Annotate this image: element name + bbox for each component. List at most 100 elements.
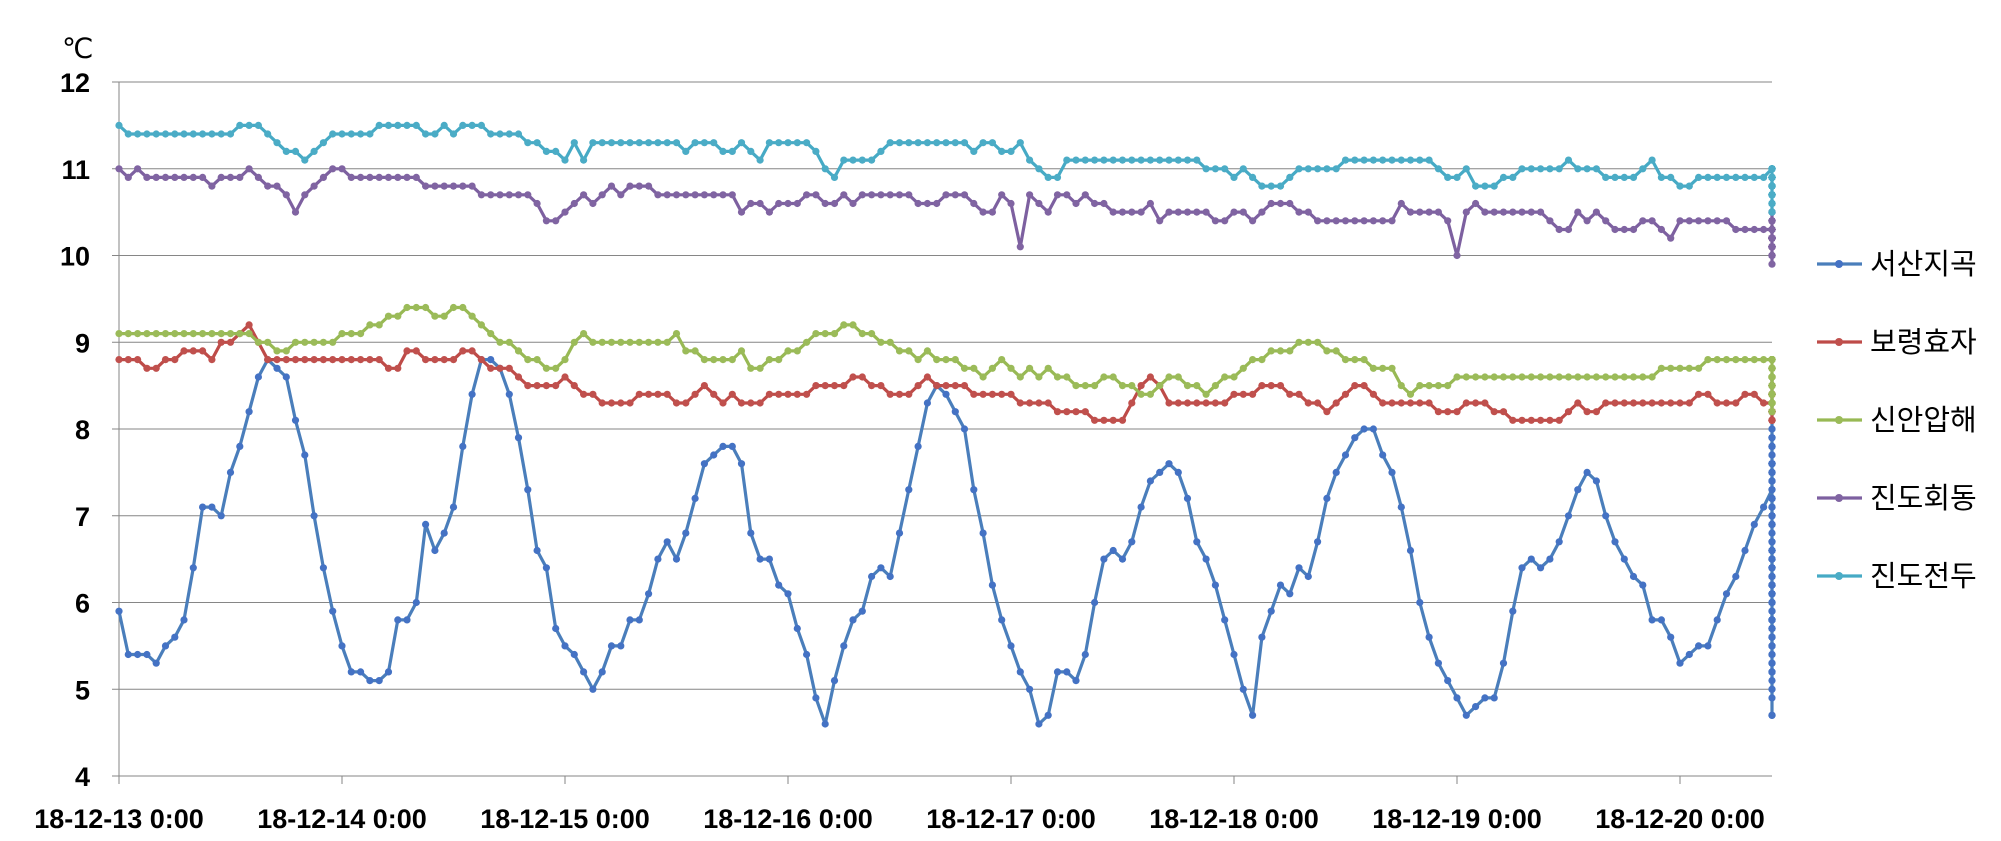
data-point — [1444, 382, 1452, 390]
data-point — [951, 382, 959, 390]
data-point — [1713, 616, 1721, 624]
data-point — [1602, 217, 1610, 225]
data-point — [552, 364, 560, 372]
data-point — [1295, 208, 1303, 216]
data-point — [1453, 694, 1461, 702]
data-point — [1388, 156, 1396, 164]
data-point — [310, 512, 318, 520]
data-point — [1555, 165, 1563, 173]
data-point — [1629, 373, 1638, 381]
data-point — [886, 390, 894, 398]
data-point — [1499, 408, 1508, 416]
data-point — [812, 694, 820, 702]
data-point — [905, 486, 913, 494]
data-point — [1648, 217, 1656, 225]
data-point — [1704, 356, 1712, 364]
data-point — [524, 356, 532, 364]
data-point — [384, 121, 393, 129]
data-point — [970, 199, 978, 208]
data-point — [635, 338, 643, 346]
data-point — [1360, 217, 1368, 225]
data-point — [1546, 555, 1554, 563]
data-point — [226, 468, 235, 476]
data-point — [1304, 399, 1312, 407]
data-point — [1768, 607, 1776, 615]
data-point — [1768, 225, 1776, 234]
data-point — [199, 503, 207, 511]
data-point — [1351, 382, 1359, 390]
data-point — [1221, 217, 1229, 225]
data-point — [487, 130, 495, 138]
data-point — [1239, 685, 1247, 693]
data-point — [998, 390, 1006, 398]
data-point — [933, 199, 941, 208]
data-point — [1574, 165, 1582, 173]
data-point — [1648, 616, 1656, 624]
data-point — [942, 356, 950, 364]
data-point — [607, 642, 616, 650]
data-point — [282, 347, 290, 355]
data-point — [691, 139, 699, 147]
data-point — [1100, 555, 1108, 563]
data-point — [1685, 364, 1693, 372]
data-point — [1444, 173, 1452, 181]
data-point — [1425, 399, 1433, 407]
data-point — [1620, 373, 1628, 381]
data-point — [171, 130, 179, 138]
data-point — [1007, 642, 1015, 650]
data-point — [1202, 165, 1210, 173]
data-point — [431, 182, 439, 190]
data-point — [1768, 564, 1776, 572]
y-tick-label: 12 — [60, 68, 90, 98]
data-point — [1063, 668, 1071, 676]
data-point — [1490, 208, 1498, 216]
data-point — [1072, 199, 1080, 208]
data-point — [1425, 633, 1433, 641]
data-point — [1137, 208, 1145, 216]
data-point — [1639, 217, 1647, 225]
series-line — [117, 167, 1774, 266]
data-point — [422, 356, 430, 364]
data-point — [152, 330, 160, 338]
data-point — [1183, 382, 1192, 390]
y-tick-label: 11 — [61, 155, 90, 185]
data-point — [440, 121, 448, 129]
data-point — [607, 399, 616, 407]
data-point — [840, 156, 848, 164]
data-point — [1462, 711, 1470, 719]
data-point — [1369, 425, 1377, 433]
data-point — [784, 390, 792, 398]
data-point — [1490, 694, 1498, 702]
data-point — [1768, 260, 1776, 268]
legend-marker-icon — [1835, 338, 1843, 346]
data-point — [1722, 217, 1731, 225]
x-tick-label: 18-12-13 0:00 — [34, 804, 204, 834]
data-point — [895, 390, 904, 398]
data-point — [115, 330, 123, 338]
data-point — [449, 356, 458, 364]
data-point — [282, 191, 290, 199]
data-point — [719, 399, 727, 407]
data-point — [542, 564, 551, 572]
data-point — [1434, 208, 1442, 216]
data-point — [1044, 208, 1052, 216]
data-point — [1341, 451, 1350, 459]
data-point — [254, 373, 262, 381]
data-point — [496, 364, 504, 372]
data-point — [412, 121, 420, 129]
data-point — [1016, 243, 1024, 251]
data-point — [403, 303, 411, 312]
data-point — [273, 356, 281, 364]
data-point — [189, 347, 197, 355]
data-point — [384, 668, 393, 676]
data-point — [1295, 165, 1303, 173]
data-point — [905, 347, 913, 355]
data-point — [933, 139, 941, 147]
data-point — [1341, 356, 1350, 364]
data-point — [1639, 581, 1647, 589]
data-point — [821, 165, 829, 173]
data-point — [1397, 503, 1405, 511]
data-point — [654, 139, 662, 147]
data-point — [375, 173, 383, 181]
data-point — [1555, 538, 1563, 546]
